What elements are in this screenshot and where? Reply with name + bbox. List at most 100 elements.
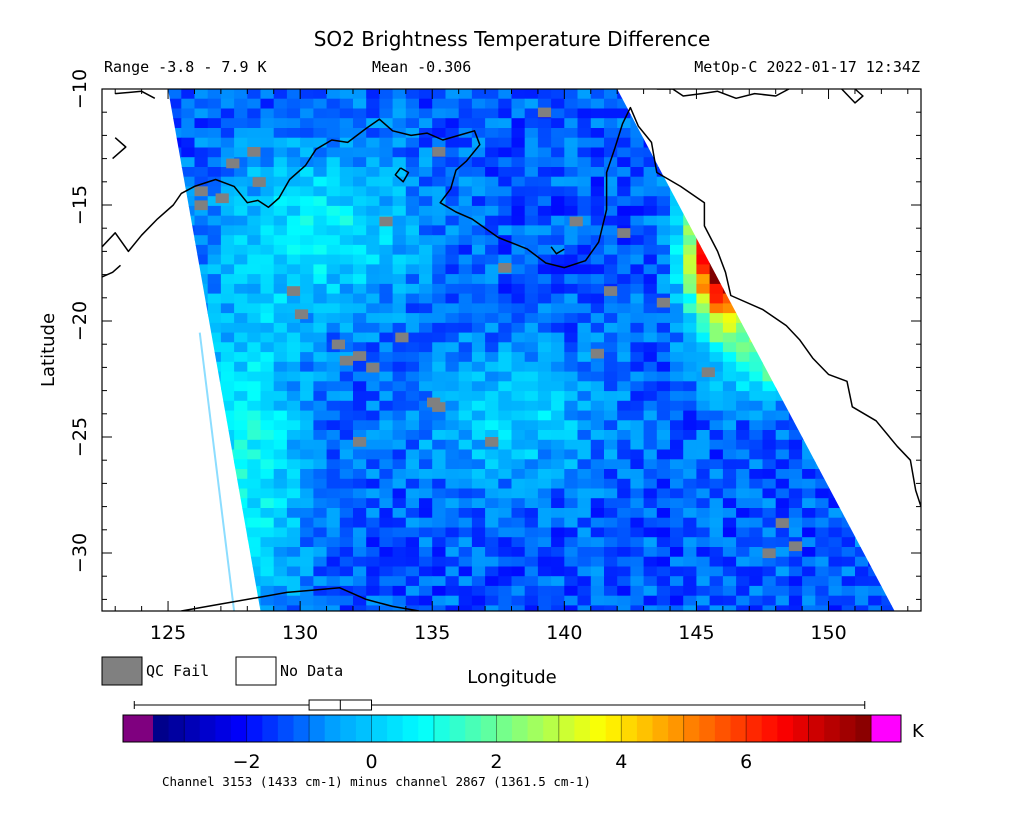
swath-pixel [260, 439, 275, 451]
swath-pixel [194, 176, 209, 187]
swath-pixel [458, 566, 473, 577]
swath-pixel [802, 556, 816, 567]
swath-pixel [339, 361, 354, 373]
swath-pixel [485, 527, 499, 538]
swath-pixel [670, 332, 684, 343]
x-tick-label: 145 [678, 622, 714, 644]
swath-pixel [286, 118, 301, 129]
swath-pixel [313, 322, 328, 334]
swath-pixel [670, 439, 684, 451]
swath-pixel [207, 157, 222, 168]
swath-pixel [696, 332, 711, 343]
swath-pixel [300, 527, 314, 538]
swath-pixel [260, 274, 275, 285]
swath-pixel [432, 547, 446, 558]
swath-pixel [722, 488, 737, 499]
swath-pixel [339, 196, 354, 207]
swath-pixel [379, 332, 394, 343]
swath-pixel [564, 244, 579, 256]
swath-pixel [168, 118, 182, 129]
swath-pixel [339, 537, 354, 548]
swath-pixel [762, 449, 777, 460]
swath-pixel [234, 274, 248, 285]
swath-pixel [551, 400, 565, 412]
swath-pixel [815, 517, 830, 528]
swath-pixel [551, 459, 565, 470]
swath-pixel [617, 527, 631, 538]
swath-pixel [551, 391, 565, 402]
swath-pixel [260, 332, 275, 343]
swath-pixel [881, 605, 895, 611]
swath-pixel [630, 293, 645, 304]
swath-pixel [577, 196, 592, 207]
swath-pixel [247, 235, 262, 246]
swath-pixel [445, 98, 460, 109]
swath-pixel [736, 527, 750, 538]
colorbar-segment [543, 715, 560, 742]
swath-pixel [405, 147, 420, 158]
swath-pixel [445, 469, 460, 480]
swath-pixel [247, 342, 262, 353]
colorbar-segment [855, 715, 872, 742]
swath-pixel [656, 235, 671, 246]
swath-pixel [524, 478, 539, 490]
swath-pixel [220, 98, 235, 109]
swath-pixel [379, 254, 394, 265]
qc-fail-pixel [498, 263, 512, 273]
swath-pixel [630, 205, 645, 217]
swath-pixel [379, 89, 394, 100]
swath-pixel [339, 283, 354, 295]
swath-pixel [445, 254, 460, 265]
colorbar-segment [761, 715, 778, 742]
swath-pixel [604, 517, 618, 528]
swath-pixel [379, 400, 394, 412]
coastline-layer [102, 89, 921, 611]
colorbar-segment [184, 715, 201, 742]
swath-pixel [379, 196, 394, 207]
swath-pixel [220, 118, 235, 129]
swath-pixel [670, 547, 684, 558]
swath-pixel [445, 137, 460, 148]
swath-pixel [511, 196, 526, 207]
swath-pixel [471, 410, 486, 421]
swath-pixel [273, 576, 288, 587]
swath-pixel [617, 576, 631, 587]
swath-pixel [524, 332, 539, 343]
swath-pixel [286, 361, 301, 373]
swath-pixel [313, 430, 328, 441]
swath-pixel [762, 420, 777, 431]
swath-pixel [551, 420, 565, 431]
swath-pixel [313, 527, 328, 538]
swath-pixel [604, 332, 618, 343]
swath-pixel [458, 254, 473, 265]
swath-pixel [749, 556, 764, 567]
qc-fail-pixel [194, 200, 208, 211]
swath-pixel [551, 274, 565, 285]
swath-pixel [577, 420, 592, 431]
swath-pixel [379, 439, 394, 451]
swath-pixel [168, 108, 182, 119]
swath-pixel [207, 108, 222, 119]
swath-pixel [405, 186, 420, 197]
swath-pixel [802, 469, 816, 480]
swath-pixel [286, 98, 301, 109]
swath-pixel [683, 283, 697, 295]
swath-pixel [339, 400, 354, 412]
swath-pixel [273, 537, 288, 548]
swath-pixel [471, 89, 486, 100]
swath-pixel [643, 322, 658, 334]
swath-pixel [511, 225, 526, 236]
swath-pixel [551, 167, 565, 178]
swath-pixel [656, 410, 671, 421]
swath-pixel [511, 264, 526, 275]
swath-pixel [670, 430, 684, 441]
swath-pixel [683, 391, 697, 402]
swath-pixel [458, 137, 473, 148]
swath-pixel [551, 157, 565, 168]
swath-pixel [379, 478, 394, 490]
swath-pixel [379, 322, 394, 334]
swath-pixel [564, 167, 579, 178]
swath-pixel [419, 420, 433, 431]
swath-pixel [339, 420, 354, 431]
swath-pixel [471, 449, 486, 460]
